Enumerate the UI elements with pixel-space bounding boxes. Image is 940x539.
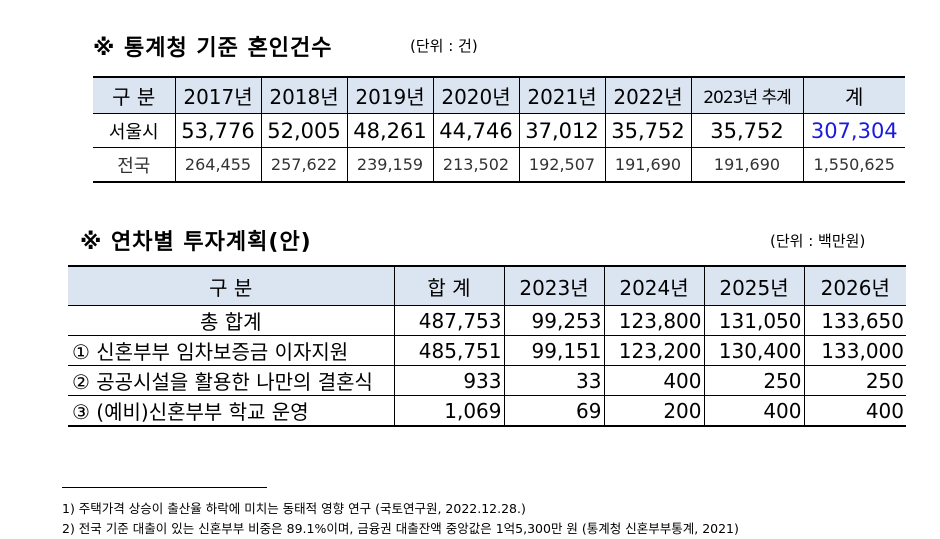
cell: 133,650	[803, 305, 906, 336]
header-cell: 2017년	[175, 76, 262, 114]
header-cell: 2025년	[703, 265, 805, 306]
row-label: ③ (예비)신혼부부 학교 운영	[68, 395, 395, 427]
table-header-row: 구 분 합 계 2023년 2024년 2025년 2026년	[68, 265, 906, 306]
cell: 213,502	[433, 147, 520, 183]
header-cell: 2026년	[803, 265, 906, 306]
cell: 52,005	[261, 113, 348, 148]
table-row: ③ (예비)신혼부부 학교 운영 1,069 69 200 400 400	[68, 395, 906, 427]
header-cell: 2021년	[519, 76, 606, 114]
header-cell: 2019년	[347, 76, 434, 114]
cell: 192,507	[519, 147, 606, 183]
header-cell: 2024년	[603, 265, 705, 306]
cell: 264,455	[175, 147, 262, 183]
header-cell: 2023년 추계	[691, 76, 804, 114]
cell: 250	[703, 365, 805, 396]
cell: 37,012	[519, 113, 606, 148]
cell: 400	[803, 395, 906, 427]
cell: 200	[603, 395, 705, 427]
cell: 1,069	[393, 395, 505, 427]
header-cell: 2020년	[433, 76, 520, 114]
header-cell: 구 분	[68, 265, 395, 306]
footnote-1: 1) 주택가격 상승이 출산율 하락에 미치는 동태적 영향 연구 (국토연구원…	[62, 501, 526, 516]
cell: 191,690	[691, 147, 804, 183]
cell: 130,400	[703, 335, 805, 366]
total-cell: 1,550,625	[803, 147, 905, 183]
header-cell: 합 계	[393, 265, 505, 306]
cell: 933	[393, 365, 505, 396]
cell: 48,261	[347, 113, 434, 148]
cell: 250	[803, 365, 906, 396]
table-row: ② 공공시설을 활용한 나만의 결혼식 933 33 400 250 250	[68, 365, 906, 396]
section2-unit: (단위 : 백만원)	[770, 232, 866, 250]
cell: 400	[603, 365, 705, 396]
cell: 123,800	[603, 305, 705, 336]
table-row: 전국 264,455 257,622 239,159 213,502 192,5…	[93, 147, 905, 183]
cell: 35,752	[605, 113, 692, 148]
cell: 239,159	[347, 147, 434, 183]
cell: 485,751	[393, 335, 505, 366]
row-label: ② 공공시설을 활용한 나만의 결혼식	[68, 365, 395, 396]
cell: 69	[503, 395, 605, 427]
header-cell: 2022년	[605, 76, 692, 114]
section1-title: ※ 통계청 기준 혼인건수	[93, 36, 333, 61]
total-cell: 307,304	[803, 113, 905, 148]
section1-unit: (단위 : 건)	[410, 37, 478, 55]
investment-plan-table: 구 분 합 계 2023년 2024년 2025년 2026년 총 합계 487…	[68, 265, 906, 427]
footnote-divider	[62, 487, 267, 488]
row-label: 총 합계	[68, 305, 395, 336]
header-cell: 2018년	[261, 76, 348, 114]
cell: 487,753	[393, 305, 505, 336]
marriage-count-table: 구 분 2017년 2018년 2019년 2020년 2021년 2022년 …	[93, 76, 905, 183]
cell: 35,752	[691, 113, 804, 148]
table-row: 총 합계 487,753 99,253 123,800 131,050 133,…	[68, 305, 906, 336]
section2-title: ※ 연차별 투자계획(안)	[80, 230, 312, 255]
table-row: ① 신혼부부 임차보증금 이자지원 485,751 99,151 123,200…	[68, 335, 906, 366]
header-cell: 구 분	[93, 76, 176, 114]
cell: 133,000	[803, 335, 906, 366]
cell: 44,746	[433, 113, 520, 148]
footnote-2: 2) 전국 기준 대출이 있는 신혼부부 비중은 89.1%이며, 금융권 대출…	[62, 521, 739, 536]
cell: 99,253	[503, 305, 605, 336]
cell: 53,776	[175, 113, 262, 148]
header-cell: 2023년	[503, 265, 605, 306]
cell: 131,050	[703, 305, 805, 336]
row-label: ① 신혼부부 임차보증금 이자지원	[68, 335, 395, 366]
cell: 99,151	[503, 335, 605, 366]
cell: 123,200	[603, 335, 705, 366]
row-label: 전국	[93, 147, 176, 183]
row-label: 서울시	[93, 113, 176, 148]
table-header-row: 구 분 2017년 2018년 2019년 2020년 2021년 2022년 …	[93, 76, 905, 114]
header-cell: 계	[803, 76, 905, 114]
cell: 400	[703, 395, 805, 427]
cell: 33	[503, 365, 605, 396]
cell: 191,690	[605, 147, 692, 183]
table-row: 서울시 53,776 52,005 48,261 44,746 37,012 3…	[93, 113, 905, 148]
cell: 257,622	[261, 147, 348, 183]
